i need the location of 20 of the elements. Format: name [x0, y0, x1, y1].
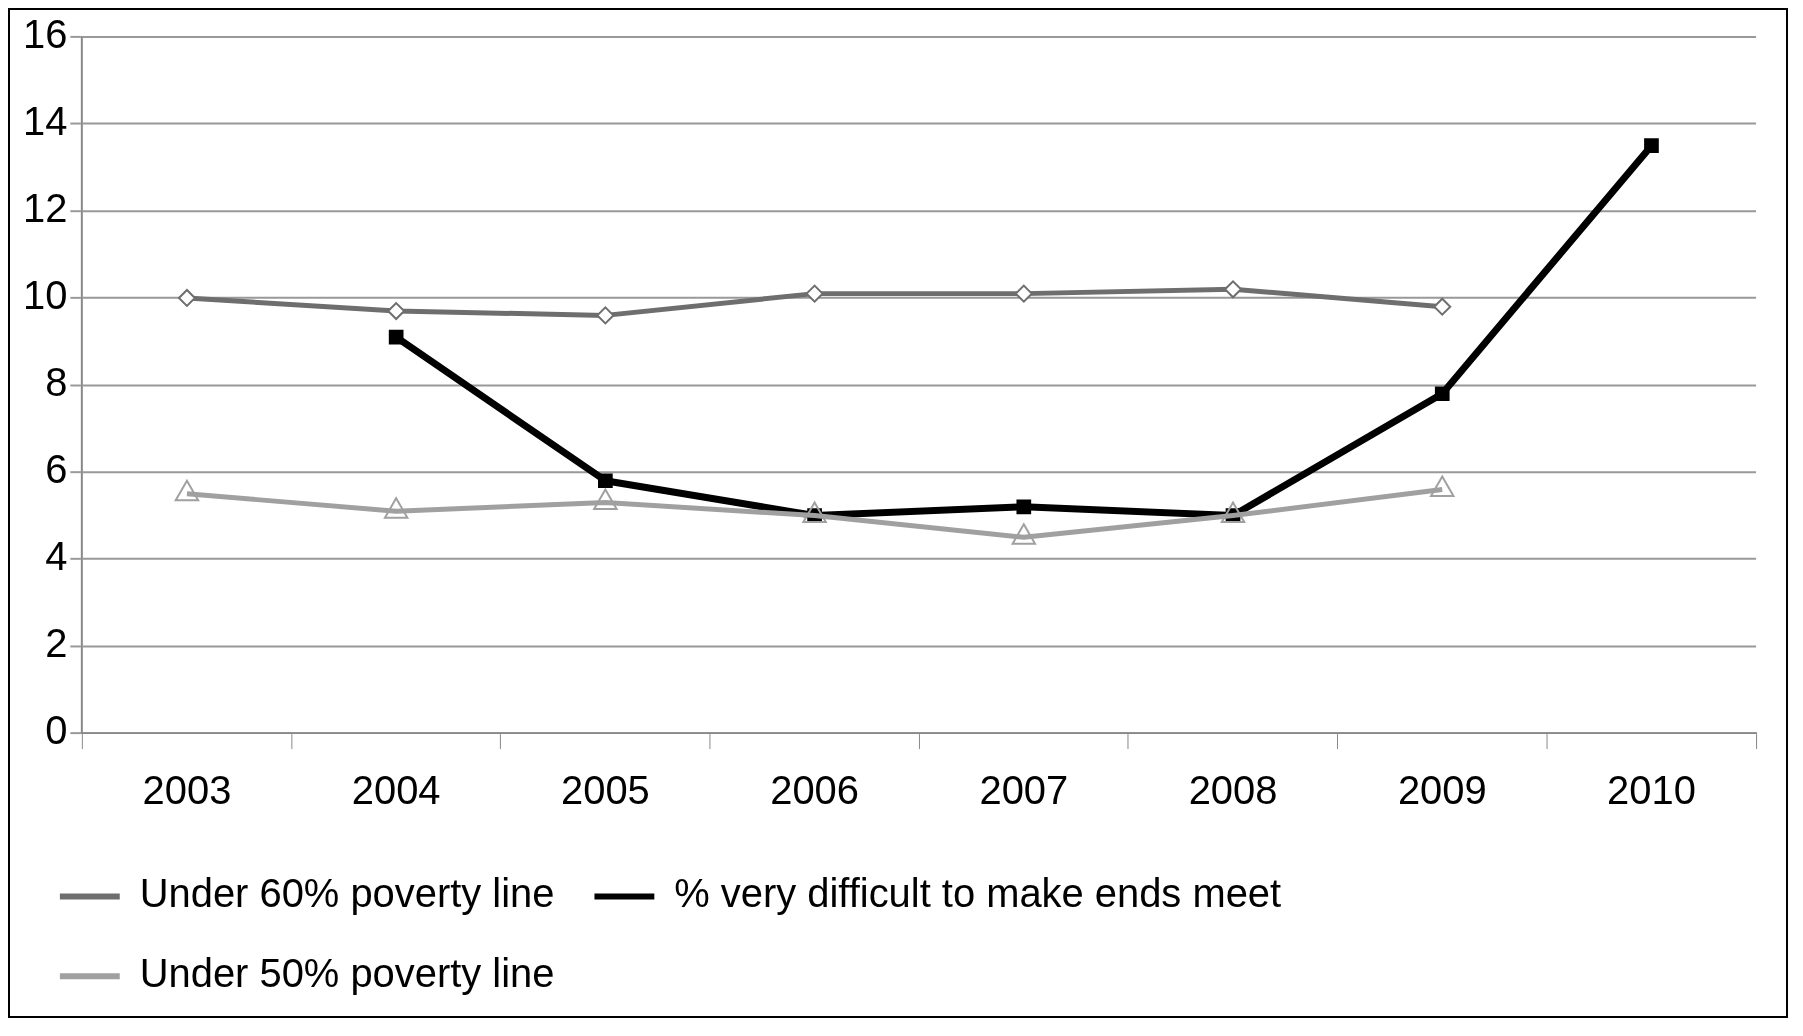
y-tick-label: 6 [45, 447, 68, 492]
y-tick-label: 14 [22, 98, 68, 143]
y-tick-label: 8 [45, 360, 68, 404]
legend-label: % very difficult to make ends meet [674, 871, 1282, 916]
y-tick-label: 16 [22, 11, 68, 56]
y-tick-label: 4 [45, 534, 68, 579]
y-tick-label: 12 [22, 185, 68, 230]
y-tick-label: 0 [45, 708, 68, 753]
y-tick-label: 10 [22, 273, 68, 317]
x-tick-label: 2003 [142, 767, 232, 812]
x-tick-label: 2008 [1188, 767, 1278, 812]
x-tick-label: 2007 [979, 767, 1069, 812]
x-tick-label: 2009 [1397, 767, 1487, 812]
x-tick-label: 2006 [770, 767, 859, 812]
legend-label: Under 50% poverty line [139, 951, 555, 996]
y-tick-label: 2 [45, 621, 68, 666]
legend-label: Under 60% poverty line [139, 871, 555, 916]
x-tick-label: 2010 [1607, 767, 1696, 812]
x-tick-label: 2005 [561, 767, 650, 812]
x-tick-label: 2004 [351, 767, 441, 812]
